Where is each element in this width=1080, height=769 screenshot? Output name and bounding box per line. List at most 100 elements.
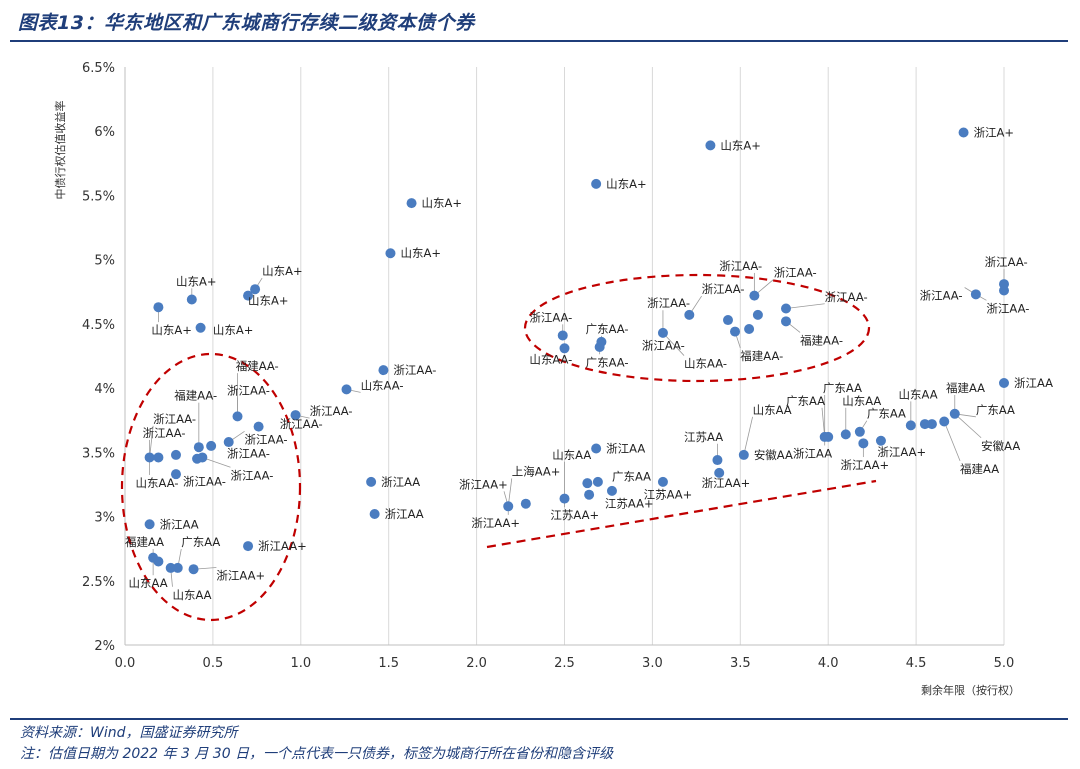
callout-label: 浙江AA+ — [877, 445, 926, 459]
callout-label: 广东AA — [181, 535, 220, 549]
point-label: 山东A+ — [720, 138, 761, 152]
data-point — [875, 435, 886, 446]
data-point — [559, 493, 570, 504]
callout-label: 浙江AA- — [143, 426, 186, 440]
data-point — [223, 437, 234, 448]
data-point — [153, 452, 164, 463]
data-point — [781, 303, 792, 314]
callout-label: 山东A+ — [262, 264, 303, 278]
callout-label: 浙江AA- — [647, 296, 690, 310]
callout-label: 山东AA- — [529, 353, 572, 367]
data-point — [385, 248, 396, 259]
data-point — [730, 326, 741, 337]
x-tick-label: 3.0 — [642, 656, 663, 671]
data-point — [153, 556, 164, 567]
callout-label: 浙江AA- — [153, 412, 196, 426]
callout-label: 江苏AA — [684, 430, 723, 444]
callout-label: 浙江AA- — [642, 339, 685, 353]
data-point — [170, 449, 181, 460]
callout-label: 山东A+ — [151, 323, 192, 337]
callout-label: 浙江AA- — [825, 290, 868, 304]
callout-label: 浙江AA+ — [471, 516, 520, 530]
callout-label: 福建AA — [960, 462, 999, 476]
callout-label: 浙江AA- — [245, 432, 288, 446]
point-label: 安徽AA — [754, 448, 793, 462]
data-point — [592, 476, 603, 487]
point-label: 浙江AA — [385, 507, 424, 521]
data-point — [197, 452, 208, 463]
callout-label: 广东AA — [823, 381, 862, 395]
data-point — [557, 330, 568, 341]
data-point — [378, 365, 389, 376]
callout-label: 浙江AA- — [280, 417, 323, 431]
point-label: 山东A+ — [400, 246, 441, 260]
point-label: 浙江AA — [606, 441, 645, 455]
data-point — [520, 498, 531, 509]
point-label: 浙江AA — [1014, 376, 1053, 390]
callout-label: 山东A+ — [213, 323, 254, 337]
data-point — [341, 384, 352, 395]
callout-label: 山东A+ — [176, 274, 217, 288]
callout-label: 山东AA- — [136, 476, 179, 490]
data-point — [584, 489, 595, 500]
y-tick-label: 5% — [94, 254, 115, 269]
data-point — [714, 467, 725, 478]
y-tick-label: 2.5% — [82, 575, 115, 590]
callout-label: 浙江AA- — [774, 265, 817, 279]
x-tick-label: 1.0 — [290, 656, 311, 671]
data-point — [253, 421, 264, 432]
data-point — [854, 426, 865, 437]
data-point — [781, 316, 792, 327]
point-label: 山东A+ — [422, 196, 463, 210]
callout-label: 山东AA — [753, 403, 792, 417]
x-tick-label: 0.5 — [203, 656, 224, 671]
data-points — [144, 127, 1009, 575]
data-point — [712, 455, 723, 466]
leader-line — [943, 421, 961, 462]
trend-line — [486, 479, 877, 549]
data-point — [366, 476, 377, 487]
y-tick-label: 4% — [94, 382, 115, 397]
callout-label: 浙江AA — [793, 446, 832, 460]
data-point — [840, 429, 851, 440]
data-point — [752, 309, 763, 320]
data-point — [705, 140, 716, 151]
data-point — [722, 315, 733, 326]
x-tick-label: 0.0 — [115, 656, 136, 671]
callout-label: 安徽AA — [981, 439, 1020, 453]
point-label: 山东A+ — [606, 177, 647, 191]
data-point — [738, 449, 749, 460]
data-point — [858, 438, 869, 449]
cluster-highlights — [120, 273, 877, 622]
data-point — [823, 431, 834, 442]
data-point — [243, 290, 254, 301]
point-label: 浙江A+ — [974, 126, 1015, 140]
callout-label: 山东AA — [899, 387, 938, 401]
callout-label: 浙江AA+ — [216, 568, 265, 582]
callout-label: 浙江AA- — [920, 288, 963, 302]
cluster-ellipse-left — [120, 352, 302, 622]
data-point — [591, 443, 602, 454]
callout-label: 江苏AA+ — [605, 497, 654, 511]
data-point — [744, 324, 755, 335]
callout-label: 浙江AA- — [227, 384, 270, 398]
leader-line — [149, 425, 154, 458]
data-point — [657, 476, 668, 487]
callout-label: 福建AA- — [174, 389, 217, 403]
callout-label: 浙江AA+ — [459, 477, 508, 491]
callout-label: 山东AA — [552, 448, 591, 462]
callout-label: 浙江AA- — [702, 282, 745, 296]
axes: 0.0 0.5 1.0 1.5 2.0 2.5 3.0 3.5 4.0 4.5 5.0 2% 2.5% 3… — [53, 61, 1020, 697]
x-tick-label: 2.0 — [466, 656, 487, 671]
data-point — [188, 564, 199, 575]
x-axis-title: 剩余年限（按行权） — [921, 683, 1020, 697]
callout-label: 上海AA+ — [512, 464, 561, 478]
callout-label: 广东AA- — [586, 322, 629, 336]
leader-line — [954, 413, 982, 439]
data-point — [939, 416, 950, 427]
data-point — [206, 440, 217, 451]
data-point — [749, 290, 760, 301]
callout-label: 浙江AA+ — [702, 476, 751, 490]
data-point — [958, 127, 969, 138]
callout-label: 浙江AA- — [529, 310, 572, 324]
